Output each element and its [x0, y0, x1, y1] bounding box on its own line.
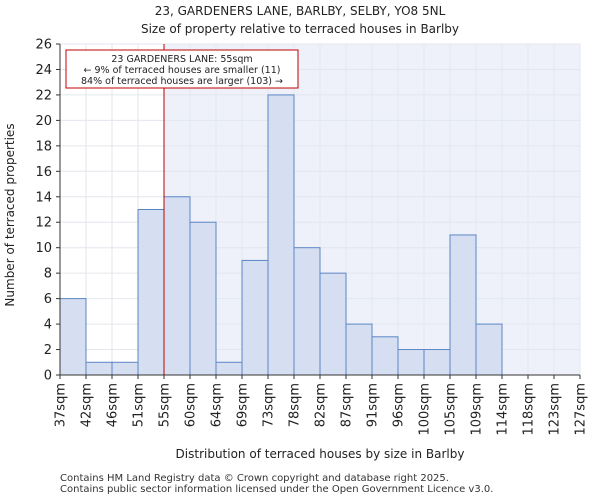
y-tick-label: 24 — [35, 63, 52, 78]
x-tick-label: 55sqm — [158, 383, 173, 427]
annotation-box: 23 GARDENERS LANE: 55sqm ← 9% of terrace… — [65, 49, 299, 89]
bar-78sqm — [293, 247, 321, 376]
footer-line-1: Contains HM Land Registry data © Crown c… — [60, 473, 449, 484]
chart-subtitle: Size of property relative to terraced ho… — [141, 22, 459, 36]
bar-73sqm — [267, 94, 295, 376]
y-axis-label: Number of terraced properties — [3, 123, 17, 306]
x-tick-label: 42sqm — [80, 383, 95, 427]
annotation-line-2: ← 9% of terraced houses are smaller (11) — [84, 65, 281, 76]
x-tick-label: 51sqm — [132, 383, 147, 427]
bar-109sqm — [475, 323, 503, 376]
x-tick-label: 60sqm — [184, 383, 199, 427]
x-tick-label: 105sqm — [444, 383, 459, 436]
bar-64sqm — [215, 361, 243, 376]
annotation-border — [65, 49, 299, 89]
x-tick-label: 127sqm — [574, 383, 589, 436]
bar-55sqm — [163, 196, 191, 376]
y-tick-label: 8 — [44, 267, 52, 282]
bar-100sqm — [423, 349, 451, 376]
annotation-line-3: 84% of terraced houses are larger (103) … — [81, 76, 283, 87]
bars — [59, 94, 503, 376]
y-tick-label: 10 — [35, 241, 52, 256]
bar-69sqm — [241, 259, 269, 376]
y-tick-label: 12 — [35, 216, 52, 231]
y-tick-label: 6 — [44, 292, 52, 307]
x-tick-label: 69sqm — [236, 383, 251, 427]
y-tick-label: 16 — [35, 165, 52, 180]
x-tick-label: 64sqm — [210, 383, 225, 427]
annotation-line-1: 23 GARDENERS LANE: 55sqm — [111, 54, 252, 65]
x-tick-label: 78sqm — [288, 383, 303, 427]
x-tick-label: 114sqm — [496, 383, 511, 436]
bar-96sqm — [397, 349, 425, 376]
y-tick-label: 4 — [44, 318, 52, 333]
y-tick-label: 14 — [35, 190, 52, 205]
x-tick-label: 100sqm — [418, 383, 433, 436]
bar-82sqm — [319, 272, 347, 376]
bar-51sqm — [137, 209, 165, 376]
bar-42sqm — [85, 361, 113, 376]
y-tick-label: 2 — [44, 343, 52, 358]
x-tick-label: 118sqm — [522, 383, 537, 436]
x-tick-label: 73sqm — [262, 383, 277, 427]
x-axis-ticks: 37sqm 42sqm 46sqm 51sqm 55sqm 60sqm 64sqm 69sqm… — [54, 375, 589, 436]
bar-60sqm — [189, 221, 217, 376]
y-tick-label: 18 — [35, 139, 52, 154]
chart-title: 23, GARDENERS LANE, BARLBY, SELBY, YO8 5… — [155, 4, 446, 18]
x-tick-label: 46sqm — [106, 383, 121, 427]
bar-46sqm — [111, 361, 139, 376]
x-axis-label: Distribution of terraced houses by size … — [176, 447, 465, 461]
x-tick-label: 123sqm — [548, 383, 563, 436]
y-tick-label: 22 — [35, 88, 52, 103]
x-tick-label: 87sqm — [340, 383, 355, 427]
bar-91sqm — [371, 336, 399, 376]
y-tick-label: 20 — [35, 114, 52, 129]
footer-line-2: Contains public sector information licen… — [60, 484, 494, 495]
bar-87sqm — [345, 323, 373, 376]
x-tick-label: 91sqm — [366, 383, 381, 427]
x-tick-label: 109sqm — [470, 383, 485, 436]
bar-105sqm — [449, 234, 477, 376]
y-tick-label: 0 — [44, 369, 52, 384]
y-tick-label: 26 — [35, 38, 52, 53]
x-tick-label: 82sqm — [314, 383, 329, 427]
x-tick-label: 37sqm — [54, 383, 69, 427]
x-tick-label: 96sqm — [392, 383, 407, 427]
bar-37sqm — [59, 298, 87, 376]
